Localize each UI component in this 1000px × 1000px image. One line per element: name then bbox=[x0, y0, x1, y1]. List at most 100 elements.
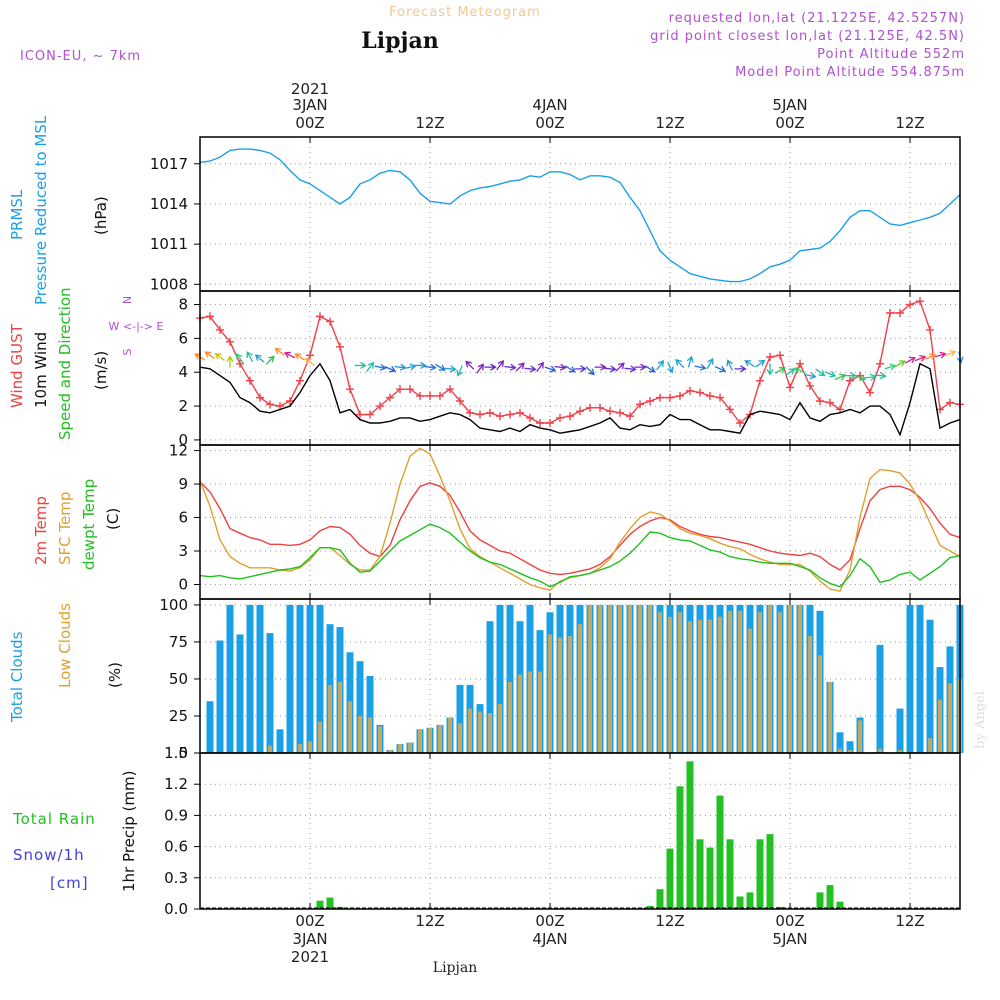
prmsl-label: PRMSL bbox=[8, 189, 26, 240]
gust-point bbox=[676, 391, 684, 400]
bar-total-rain bbox=[826, 885, 834, 909]
bar-low-clouds bbox=[608, 604, 612, 753]
bar-total-clouds bbox=[226, 604, 234, 753]
wind-arrow bbox=[804, 372, 817, 380]
gust-point bbox=[646, 397, 654, 405]
bar-total-clouds bbox=[456, 684, 464, 753]
series-dewpt-temp bbox=[199, 523, 961, 588]
wind-arrow bbox=[944, 350, 957, 357]
wind-arrow bbox=[874, 372, 887, 380]
bar-total-rain bbox=[756, 839, 764, 909]
wind-arrow bbox=[924, 353, 937, 360]
wind-arrow bbox=[544, 365, 557, 373]
series-prmsl bbox=[199, 148, 961, 283]
bar-total-clouds bbox=[306, 604, 314, 753]
bar-low-clouds bbox=[898, 750, 902, 753]
ytick-label: 0.0 bbox=[164, 900, 188, 918]
wind-gust-label: Wind GUST bbox=[8, 323, 26, 408]
gust-point bbox=[786, 383, 794, 392]
t2m-label: 2m Temp bbox=[32, 496, 50, 565]
gust-point bbox=[296, 376, 304, 385]
bar-total-rain bbox=[676, 786, 684, 909]
gust-point bbox=[256, 393, 264, 402]
bottom-hour-label: 00Z bbox=[535, 912, 564, 930]
gust-point bbox=[796, 359, 804, 368]
wind-arrow bbox=[574, 365, 587, 373]
bar-low-clouds bbox=[548, 634, 552, 753]
bar-total-clouds bbox=[486, 621, 494, 753]
grid-point-coords: grid point closest lon,lat (21.125E, 42.… bbox=[650, 29, 965, 44]
panel-clouds: 0 25 50 75 100 bbox=[159, 596, 964, 762]
snow-unit-label: [cm] bbox=[50, 874, 89, 892]
gust-point bbox=[406, 385, 414, 394]
gust-point bbox=[346, 385, 354, 394]
ytick-label: 8 bbox=[178, 296, 188, 314]
bar-total-rain bbox=[746, 892, 754, 909]
wind-arrow bbox=[667, 361, 674, 374]
bar-total-clouds bbox=[256, 604, 264, 753]
bar-total-clouds bbox=[506, 604, 514, 753]
bar-total-clouds bbox=[266, 633, 274, 753]
bar-low-clouds bbox=[878, 748, 882, 753]
bar-total-rain bbox=[836, 901, 844, 909]
gust-point bbox=[236, 359, 244, 368]
wind-arrow bbox=[726, 359, 733, 371]
wind-arrow bbox=[465, 360, 475, 370]
wind-arrow bbox=[283, 351, 296, 359]
bar-low-clouds bbox=[318, 721, 322, 753]
panel-frame bbox=[199, 290, 961, 446]
series-2m-temp bbox=[199, 481, 961, 576]
gust-point bbox=[306, 351, 314, 360]
wind-arrow bbox=[536, 361, 545, 372]
bar-total-clouds bbox=[276, 729, 284, 753]
panel-temperature: 0 3 6 9 12 bbox=[169, 442, 961, 600]
wind-arrow bbox=[634, 363, 647, 371]
cloud-labels: Total Clouds Low Clouds (%) bbox=[8, 603, 124, 723]
bar-low-clouds bbox=[648, 604, 652, 753]
bar-total-clouds bbox=[876, 644, 884, 753]
gust-point bbox=[396, 385, 404, 394]
panel-precipitation: 0.0 0.3 0.6 0.9 1.2 1.5 bbox=[164, 744, 961, 918]
bar-low-clouds bbox=[558, 637, 562, 753]
bar-total-rain bbox=[696, 839, 704, 909]
bar-total-rain bbox=[686, 761, 694, 909]
top-hour-label: 12Z bbox=[895, 114, 924, 132]
wind-arrow bbox=[854, 374, 867, 381]
wind-arrow bbox=[594, 363, 607, 371]
bar-low-clouds bbox=[738, 610, 742, 753]
wind-arrow bbox=[484, 363, 497, 371]
bar-total-rain bbox=[716, 795, 724, 909]
gust-point bbox=[226, 337, 234, 346]
bar-low-clouds bbox=[588, 604, 592, 753]
ytick-label: 12 bbox=[169, 442, 188, 460]
bar-low-clouds bbox=[788, 604, 792, 753]
gust-point bbox=[376, 402, 384, 411]
gust-point bbox=[656, 393, 664, 402]
bar-low-clouds bbox=[438, 724, 442, 753]
gust-point bbox=[286, 397, 294, 405]
bar-low-clouds bbox=[628, 604, 632, 753]
model-label: ICON-EU, ~ 7km bbox=[20, 49, 141, 64]
bar-total-clouds bbox=[926, 619, 934, 753]
bar-low-clouds bbox=[348, 701, 352, 753]
bar-low-clouds bbox=[268, 745, 272, 753]
bar-total-clouds bbox=[356, 661, 364, 753]
bar-low-clouds bbox=[498, 704, 502, 753]
wind-arrow bbox=[524, 365, 537, 373]
bar-low-clouds bbox=[488, 713, 492, 753]
bar-low-clouds bbox=[388, 750, 392, 753]
ytick-label: 0 bbox=[178, 431, 188, 449]
wind-arrow bbox=[864, 373, 877, 381]
wind-arrow bbox=[834, 373, 847, 381]
bar-total-rain bbox=[656, 889, 664, 909]
gust-point bbox=[556, 413, 564, 422]
wind-arrow bbox=[554, 363, 567, 371]
wind-arrow bbox=[214, 352, 225, 361]
bar-low-clouds bbox=[858, 720, 862, 753]
gust-point bbox=[686, 386, 694, 395]
bar-low-clouds bbox=[678, 612, 682, 753]
wind-arrow bbox=[304, 358, 315, 366]
bar-low-clouds bbox=[798, 604, 802, 753]
bar-total-clouds bbox=[316, 604, 324, 753]
